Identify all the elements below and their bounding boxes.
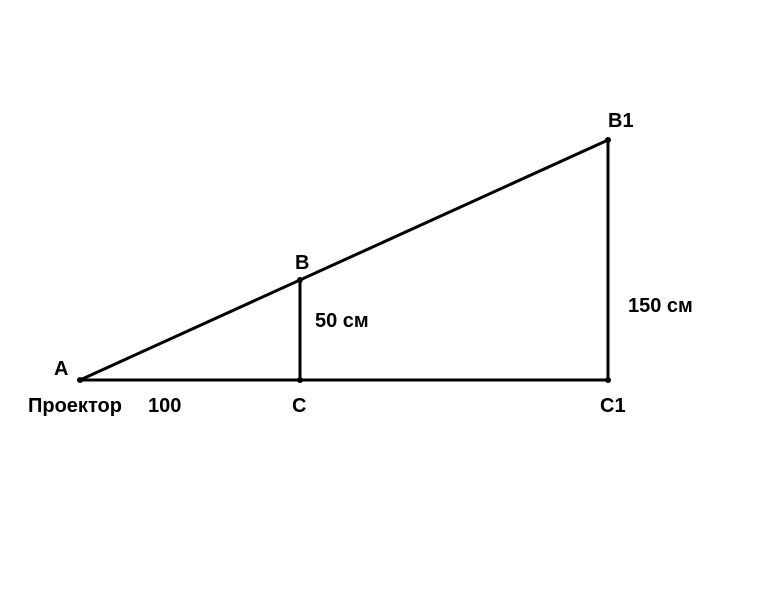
label-B: B	[295, 252, 309, 275]
label-projector: Проектор	[28, 395, 122, 418]
diagram-container: A B B1 C C1 Проектор 100 50 см 150 см	[0, 0, 768, 614]
label-A: A	[54, 358, 68, 381]
point-B1	[605, 137, 611, 143]
label-height-50: 50 см	[315, 310, 369, 333]
label-height-150: 150 см	[628, 295, 693, 318]
point-C1	[605, 377, 611, 383]
label-C: C	[292, 395, 306, 418]
point-A	[77, 377, 83, 383]
hypotenuse-line	[80, 140, 608, 380]
label-C1: C1	[600, 395, 626, 418]
label-B1: B1	[608, 110, 634, 133]
label-distance-100: 100	[148, 395, 181, 418]
point-C	[297, 377, 303, 383]
point-B	[297, 277, 303, 283]
